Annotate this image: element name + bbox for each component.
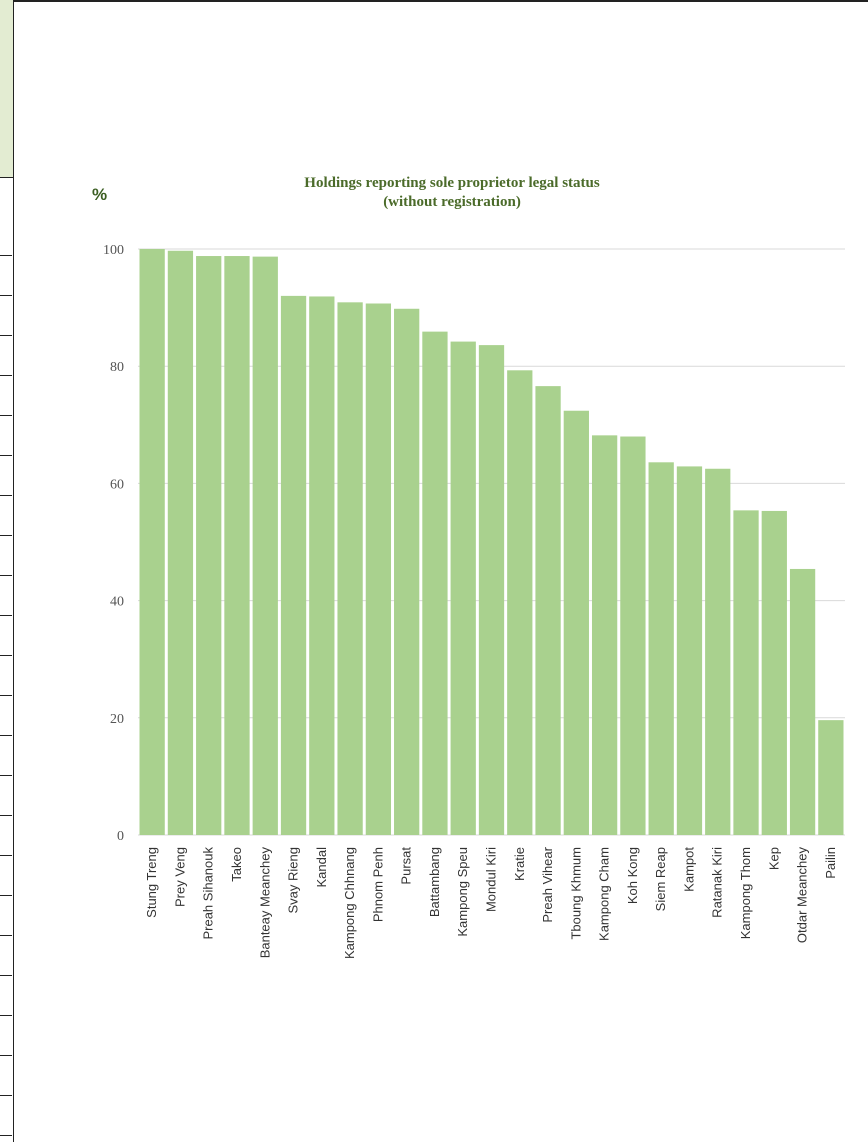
bar xyxy=(196,256,222,836)
bar xyxy=(478,345,505,835)
bar xyxy=(789,568,816,835)
left-table-rule xyxy=(0,895,12,896)
bar xyxy=(507,370,533,835)
x-tick-label: Takeo xyxy=(229,847,244,882)
y-tick-label: 80 xyxy=(110,360,124,375)
bar xyxy=(365,303,392,835)
left-table-rule xyxy=(0,455,12,456)
bar xyxy=(620,436,646,835)
bar xyxy=(139,249,165,835)
x-axis-ticks: Stung Treng Prey Veng Preah Sihanouk Takeo B… xyxy=(144,846,838,959)
left-table-rule xyxy=(0,815,12,816)
left-table-rule xyxy=(0,775,12,776)
bar xyxy=(280,295,307,835)
chart-title-line2: (without registration) xyxy=(383,194,521,210)
x-tick-label: Pailin xyxy=(823,847,838,879)
y-axis-ticks: 0 20 40 60 80 100 xyxy=(103,243,124,844)
x-tick-label: Kampong Speu xyxy=(455,847,470,937)
y-tick-label: 60 xyxy=(110,477,124,492)
left-table-rule xyxy=(0,335,12,336)
x-tick-label: Svay Rieng xyxy=(286,847,301,913)
bar xyxy=(591,435,618,835)
x-tick-label: Kampong Thom xyxy=(738,847,753,939)
x-tick-label: Tboung Khmum xyxy=(568,847,583,940)
bar xyxy=(224,256,250,836)
left-table-rule xyxy=(0,1055,12,1056)
x-tick-label: Kampot xyxy=(681,847,696,892)
x-tick-label: Kandal xyxy=(314,847,329,888)
chart-title-line1: Holdings reporting sole proprietor legal… xyxy=(304,175,600,191)
left-table-edge xyxy=(0,0,14,1142)
x-tick-label: Kampong Cham xyxy=(597,847,612,941)
x-tick-label: Koh Kong xyxy=(625,847,640,904)
bar xyxy=(252,256,278,835)
x-tick-label: Kep xyxy=(766,847,781,870)
x-tick-label: Kampong Chhnang xyxy=(342,847,357,959)
left-table-rule xyxy=(0,735,12,736)
bar xyxy=(535,386,561,835)
x-tick-label: Preah Sihanouk xyxy=(201,847,216,940)
y-tick-label: 100 xyxy=(103,243,124,258)
bar xyxy=(648,462,674,835)
left-table-header-cell xyxy=(0,0,13,178)
x-tick-label: Ratanak Kiri xyxy=(710,847,725,918)
bar xyxy=(394,308,420,836)
x-tick-label: Kratie xyxy=(512,847,527,881)
left-table-rule xyxy=(0,375,12,376)
bar xyxy=(761,510,787,835)
left-table-rule xyxy=(0,415,12,416)
x-tick-label: Otdar Meanchey xyxy=(795,847,810,944)
left-table-rule xyxy=(0,255,12,256)
bar xyxy=(563,410,589,835)
x-tick-label: Phnom Penh xyxy=(370,847,385,922)
x-tick-label: Prey Veng xyxy=(172,847,187,907)
x-tick-label: Pursat xyxy=(399,847,414,885)
x-tick-label: Battambang xyxy=(427,847,442,917)
y-tick-label: 20 xyxy=(110,712,124,727)
left-table-rule xyxy=(0,1095,12,1096)
left-table-rule xyxy=(0,295,12,296)
y-tick-label: 0 xyxy=(117,829,124,844)
x-tick-label: Preah Vihear xyxy=(540,846,555,922)
bars xyxy=(139,249,844,836)
left-table-rule xyxy=(0,615,12,616)
bar xyxy=(337,302,363,835)
left-table-rule xyxy=(0,1015,12,1016)
left-table-rule xyxy=(0,535,12,536)
left-table-rule xyxy=(0,855,12,856)
bar xyxy=(676,466,703,835)
left-table-rule xyxy=(0,575,12,576)
y-tick-label: 40 xyxy=(110,595,124,610)
x-tick-label: Banteay Meanchey xyxy=(257,847,272,959)
left-table-rule xyxy=(0,935,12,936)
bar xyxy=(422,331,448,835)
bar xyxy=(733,510,759,835)
x-tick-label: Mondul Kiri xyxy=(484,847,499,912)
left-table-rule xyxy=(0,655,12,656)
y-axis-unit-label: % xyxy=(92,185,107,204)
left-table-rule xyxy=(0,695,12,696)
left-table-rule xyxy=(0,1135,12,1136)
left-table-rule xyxy=(0,495,12,496)
left-table-rule xyxy=(0,975,12,976)
bar xyxy=(818,720,844,835)
x-tick-label: Siem Reap xyxy=(653,847,668,911)
bar xyxy=(705,468,731,835)
bar xyxy=(309,296,335,835)
bar xyxy=(450,341,476,835)
bar xyxy=(167,250,194,835)
x-tick-label: Stung Treng xyxy=(144,847,159,918)
